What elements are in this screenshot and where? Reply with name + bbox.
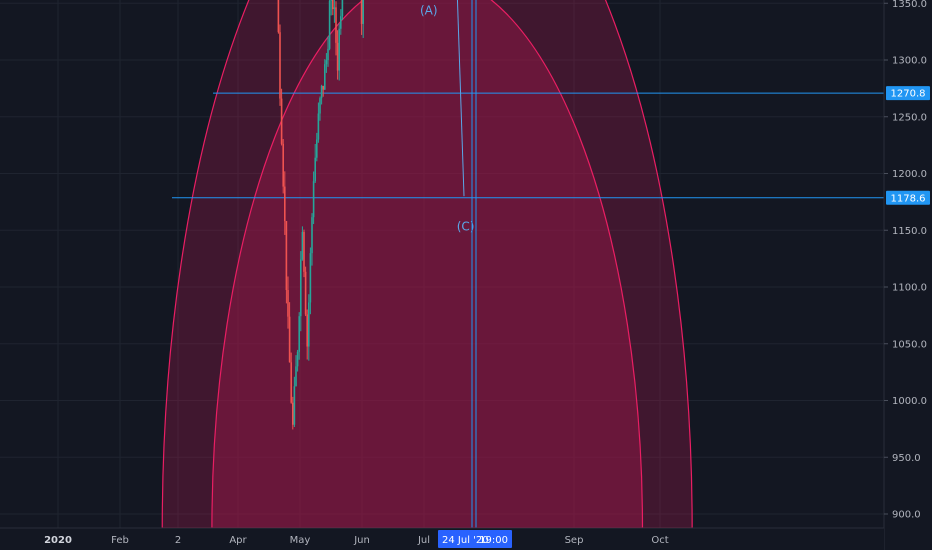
cycle-arcs — [161, 0, 693, 529]
candle-down — [277, 0, 280, 33]
candle-up — [312, 181, 315, 218]
crosshair-date-label[interactable] — [438, 530, 512, 548]
candle-up — [300, 259, 302, 317]
x-tick-label: Sep — [565, 535, 584, 546]
x-tick-label: Jul — [417, 535, 430, 546]
candle-up — [362, 0, 364, 24]
candle-down — [306, 314, 308, 347]
candle-down — [292, 402, 294, 425]
candle-up — [298, 316, 300, 352]
candle-up — [338, 28, 340, 71]
x-tick-label: Jun — [353, 535, 370, 546]
level-price-label[interactable] — [886, 86, 930, 101]
candle-up — [316, 139, 318, 158]
candle-up — [301, 231, 304, 260]
y-tick-label: 950.0 — [892, 453, 921, 464]
wave-label[interactable]: (A) — [420, 4, 438, 18]
y-tick-label: 1200.0 — [892, 169, 927, 180]
x-tick-label: Oct — [651, 535, 668, 546]
wave-path-c[interactable] — [450, 0, 465, 197]
candle-down — [303, 231, 305, 272]
crosshair-date-text[interactable]: 24 Jul '20 — [442, 535, 489, 546]
y-tick-label: 1000.0 — [892, 396, 927, 407]
y-tick-label: 1150.0 — [892, 226, 927, 237]
level-price-text[interactable]: 1178.6 — [891, 193, 926, 204]
candle-up — [293, 386, 296, 425]
wave-label[interactable]: (C) — [457, 219, 475, 233]
elliott-projection[interactable]: (A)(B)(C) — [414, 0, 474, 233]
candle-up — [309, 253, 312, 303]
candle-up — [324, 64, 326, 90]
candle-up — [327, 48, 329, 61]
crosshair — [471, 0, 477, 528]
candle-up — [341, 0, 344, 17]
price-axis[interactable]: 900.0 950.0 1000.0 1050.0 1100.0 1150.0 1200.0… — [883, 0, 932, 550]
y-tick-label: 1250.0 — [892, 112, 927, 123]
y-tick-label: 1300.0 — [892, 56, 927, 67]
candle-down — [332, 0, 334, 10]
y-tick-label: 1100.0 — [892, 283, 927, 294]
y-tick-label: 1350.0 — [892, 0, 927, 10]
candle-up — [295, 366, 297, 387]
candle-down — [288, 316, 291, 363]
candle-up — [340, 16, 342, 29]
candle-down — [287, 290, 289, 317]
candle-up — [317, 113, 320, 140]
x-tick-label: Feb — [111, 535, 129, 546]
candlestick-series — [277, 0, 364, 430]
crosshair-time-text[interactable]: 19:00 — [479, 535, 508, 546]
inner-arc — [211, 0, 644, 529]
candle-down — [279, 32, 281, 99]
candle-up — [320, 85, 323, 99]
candle-down — [284, 186, 286, 222]
x-tick-label: 2020 — [44, 535, 72, 546]
candle-up — [308, 302, 310, 347]
candle-down — [322, 85, 324, 90]
level-price-text[interactable]: 1270.8 — [891, 89, 926, 100]
candle-down — [285, 221, 288, 291]
y-tick-label: 900.0 — [892, 510, 921, 521]
time-axis[interactable]: 2020 Feb 2 Apr May Jun Jul Sep Oct 24 Jul '2019:0… — [0, 527, 884, 550]
candle-up — [330, 0, 332, 1]
candle-down — [304, 271, 307, 315]
candle-up — [325, 60, 328, 65]
candle-up — [333, 7, 336, 10]
price-axis-background — [884, 0, 932, 550]
candle-up — [311, 217, 313, 254]
candle-down — [290, 362, 292, 403]
candle-down — [335, 7, 337, 43]
candle-down — [282, 143, 284, 187]
candle-up — [319, 98, 321, 114]
horizontal-levels[interactable] — [0, 0, 884, 199]
x-tick-label: 2 — [175, 535, 181, 546]
candle-up — [296, 351, 299, 367]
candle-up — [314, 157, 316, 182]
x-tick-label: May — [290, 535, 311, 546]
candle-up — [328, 0, 331, 49]
x-tick-label: Apr — [229, 535, 247, 546]
candle-down — [336, 42, 339, 71]
candle-down — [280, 98, 283, 144]
candle-down — [360, 0, 363, 24]
y-tick-label: 1050.0 — [892, 339, 927, 350]
level-price-label[interactable] — [886, 190, 930, 205]
